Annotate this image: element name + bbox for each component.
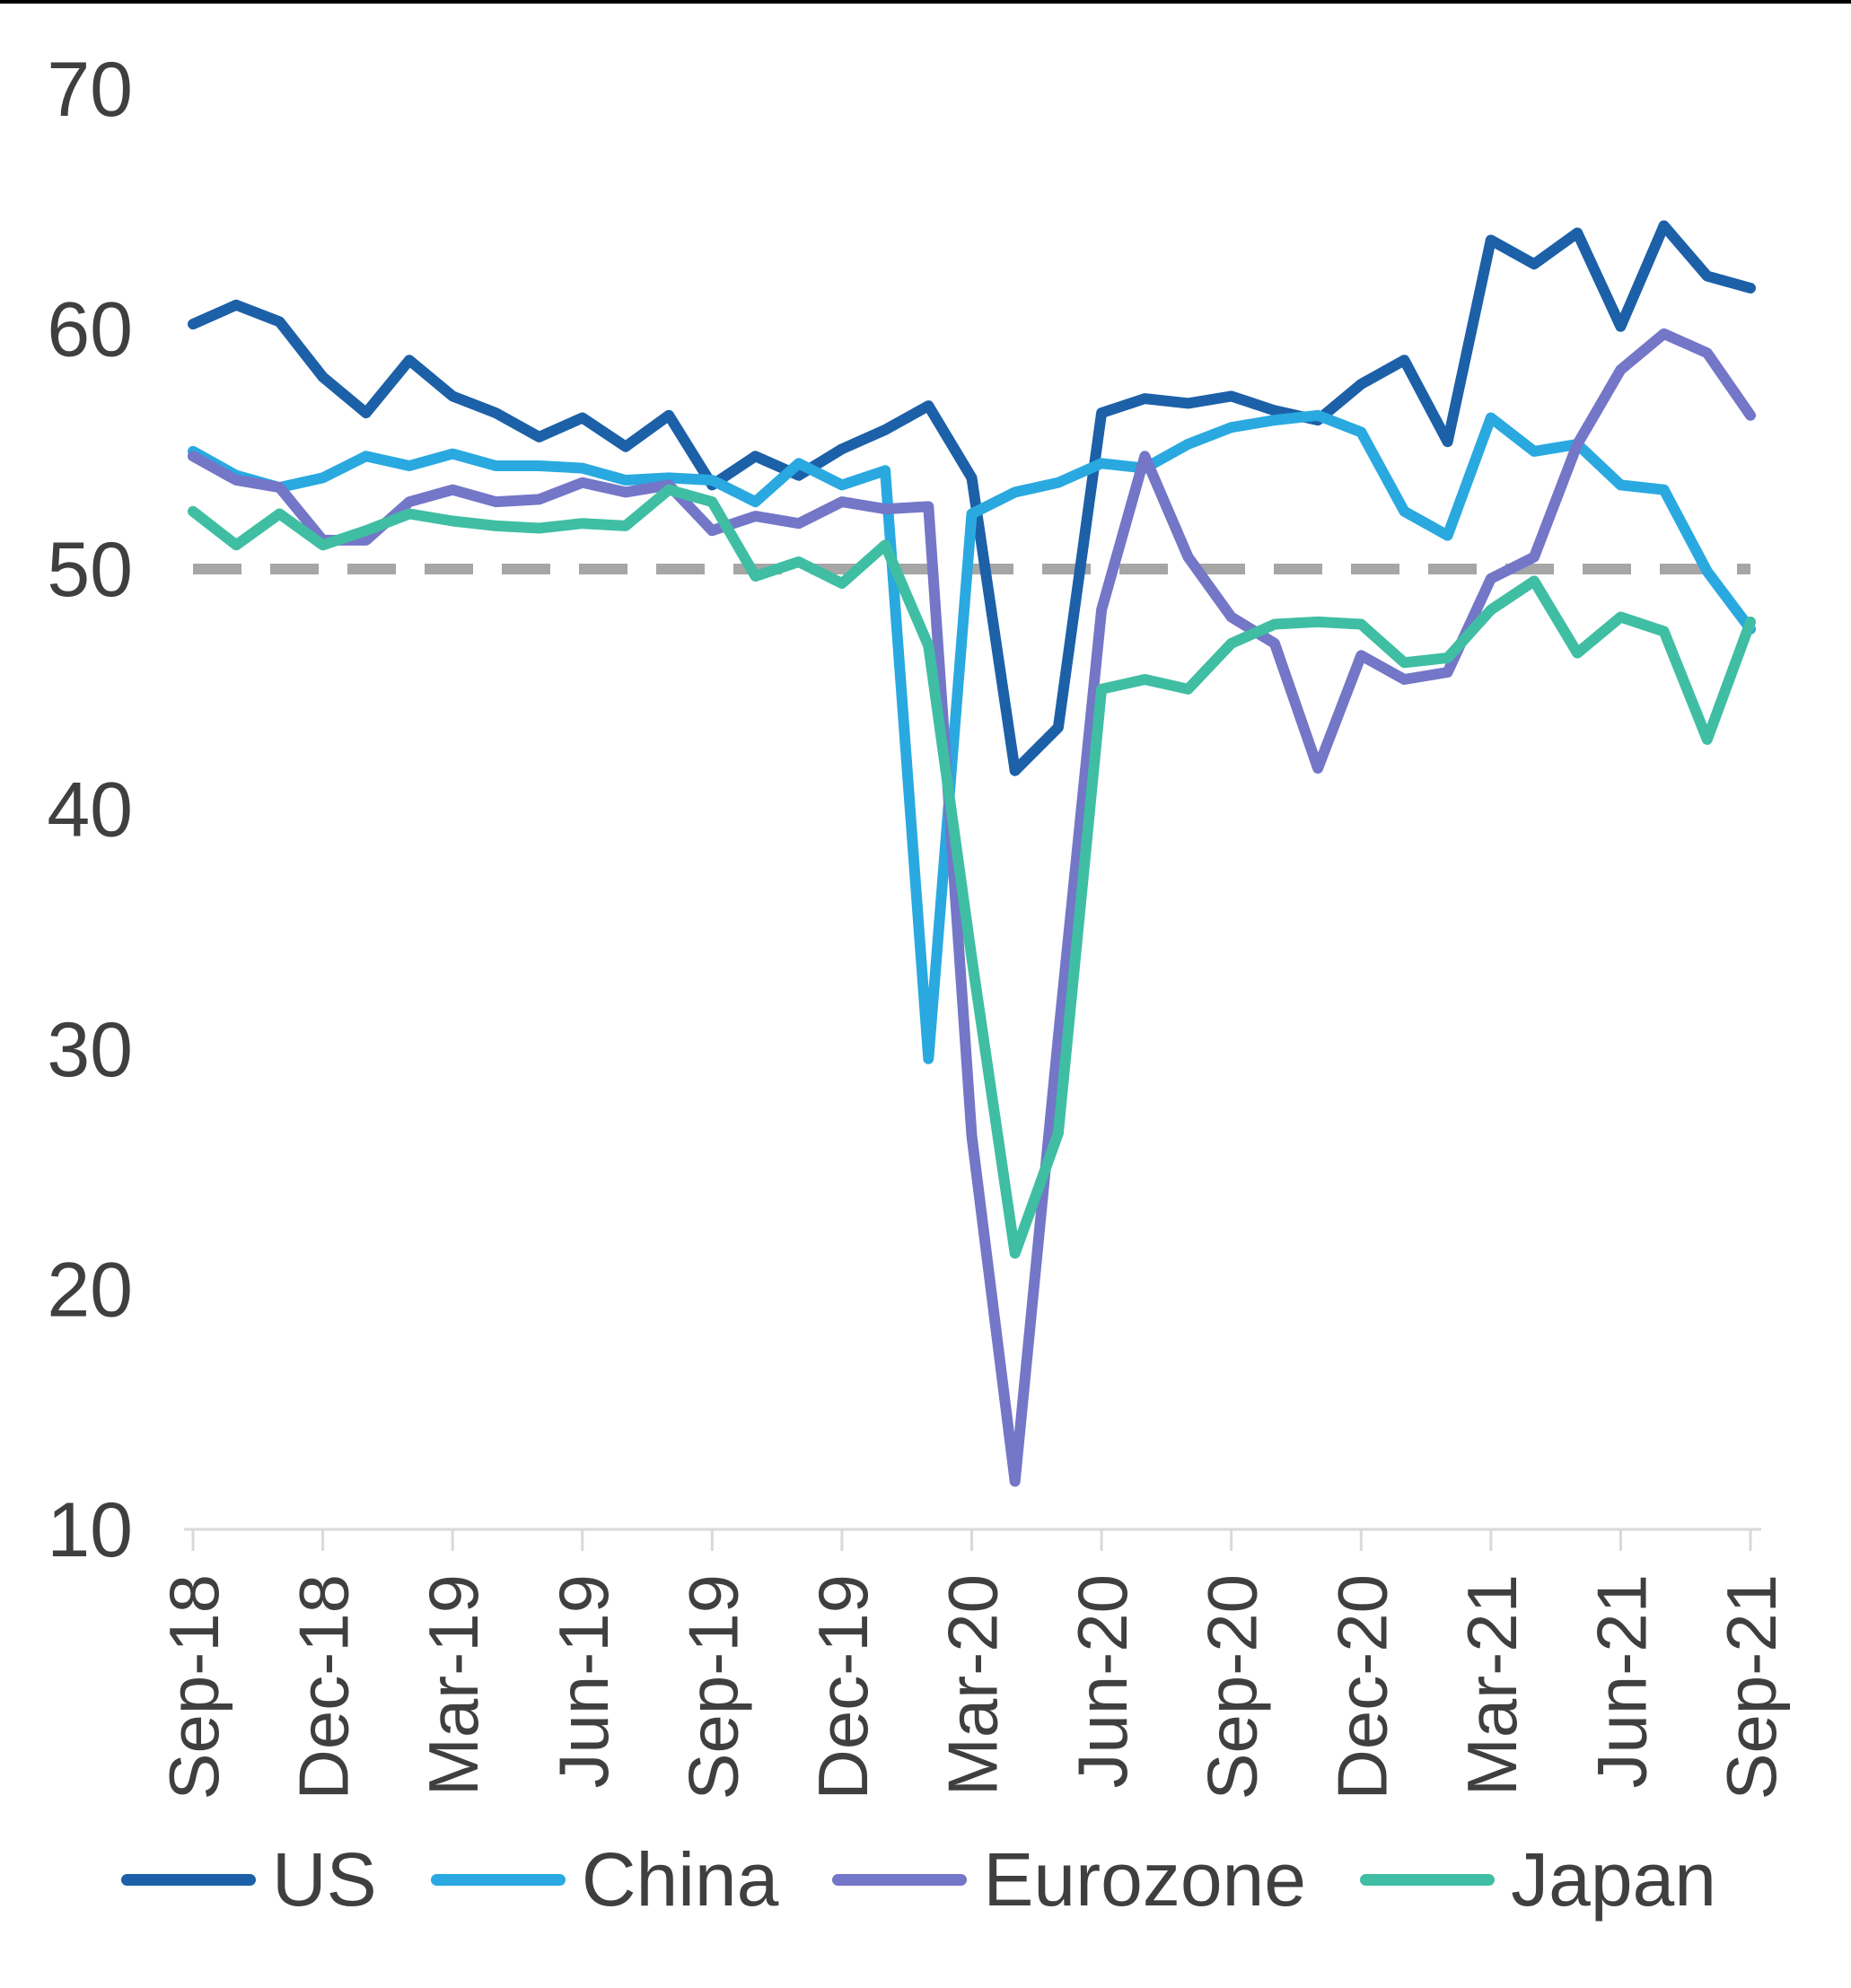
x-axis-label: Jun-19: [544, 1574, 623, 1789]
x-axis-label: Mar-19: [414, 1574, 493, 1796]
x-axis-label: Sep-19: [673, 1574, 752, 1800]
x-axis-label: Sep-18: [154, 1574, 233, 1800]
y-axis-label: 70: [47, 47, 133, 133]
legend-label-us: US: [272, 1837, 377, 1922]
pmi-line-chart: Sep-18 Dec-18 Mar-19 Jun-19 Sep-19 Dec-19 Mar-…: [47, 47, 1791, 1800]
x-axis-label: Sep-20: [1193, 1574, 1272, 1800]
legend-item-eurozone: Eurozone: [832, 1842, 1306, 1917]
x-axis-label: Dec-18: [285, 1574, 364, 1800]
series-line-us: [188, 220, 1756, 776]
x-axis-label: Mar-20: [934, 1574, 1013, 1796]
y-axis-label: 50: [47, 527, 133, 613]
x-axis-label: Dec-19: [803, 1574, 882, 1800]
y-axis-label: 10: [47, 1487, 133, 1573]
series-line-japan: [188, 484, 1756, 1259]
legend-swatch-eurozone: [832, 1873, 968, 1886]
legend-swatch-china: [430, 1873, 566, 1886]
legend-swatch-japan: [1360, 1873, 1496, 1886]
legend-label-china: China: [581, 1837, 779, 1922]
legend-item-china: China: [430, 1837, 779, 1922]
x-axis-label: Dec-20: [1322, 1574, 1401, 1800]
series-line-eurozone: [188, 328, 1756, 1487]
legend-label-japan: Japan: [1511, 1837, 1716, 1922]
x-axis-label: Jun-20: [1063, 1574, 1142, 1789]
y-axis-label: 60: [47, 287, 133, 373]
y-axis-label: 30: [47, 1007, 133, 1093]
legend-item-japan: Japan: [1360, 1842, 1716, 1917]
legend-item-us: US: [121, 1842, 377, 1917]
legend-label-eurozone: Eurozone: [983, 1837, 1306, 1922]
chart-legend: US China Eurozone Japan: [121, 1842, 1716, 1917]
x-axis-label: Mar-21: [1452, 1574, 1531, 1796]
series-line-china: [188, 409, 1756, 1064]
x-axis-label: Jun-21: [1582, 1574, 1661, 1789]
y-axis-label: 20: [47, 1248, 133, 1334]
x-axis-label: Sep-21: [1712, 1574, 1791, 1800]
legend-swatch-us: [121, 1873, 256, 1886]
y-axis-label: 40: [47, 767, 133, 854]
